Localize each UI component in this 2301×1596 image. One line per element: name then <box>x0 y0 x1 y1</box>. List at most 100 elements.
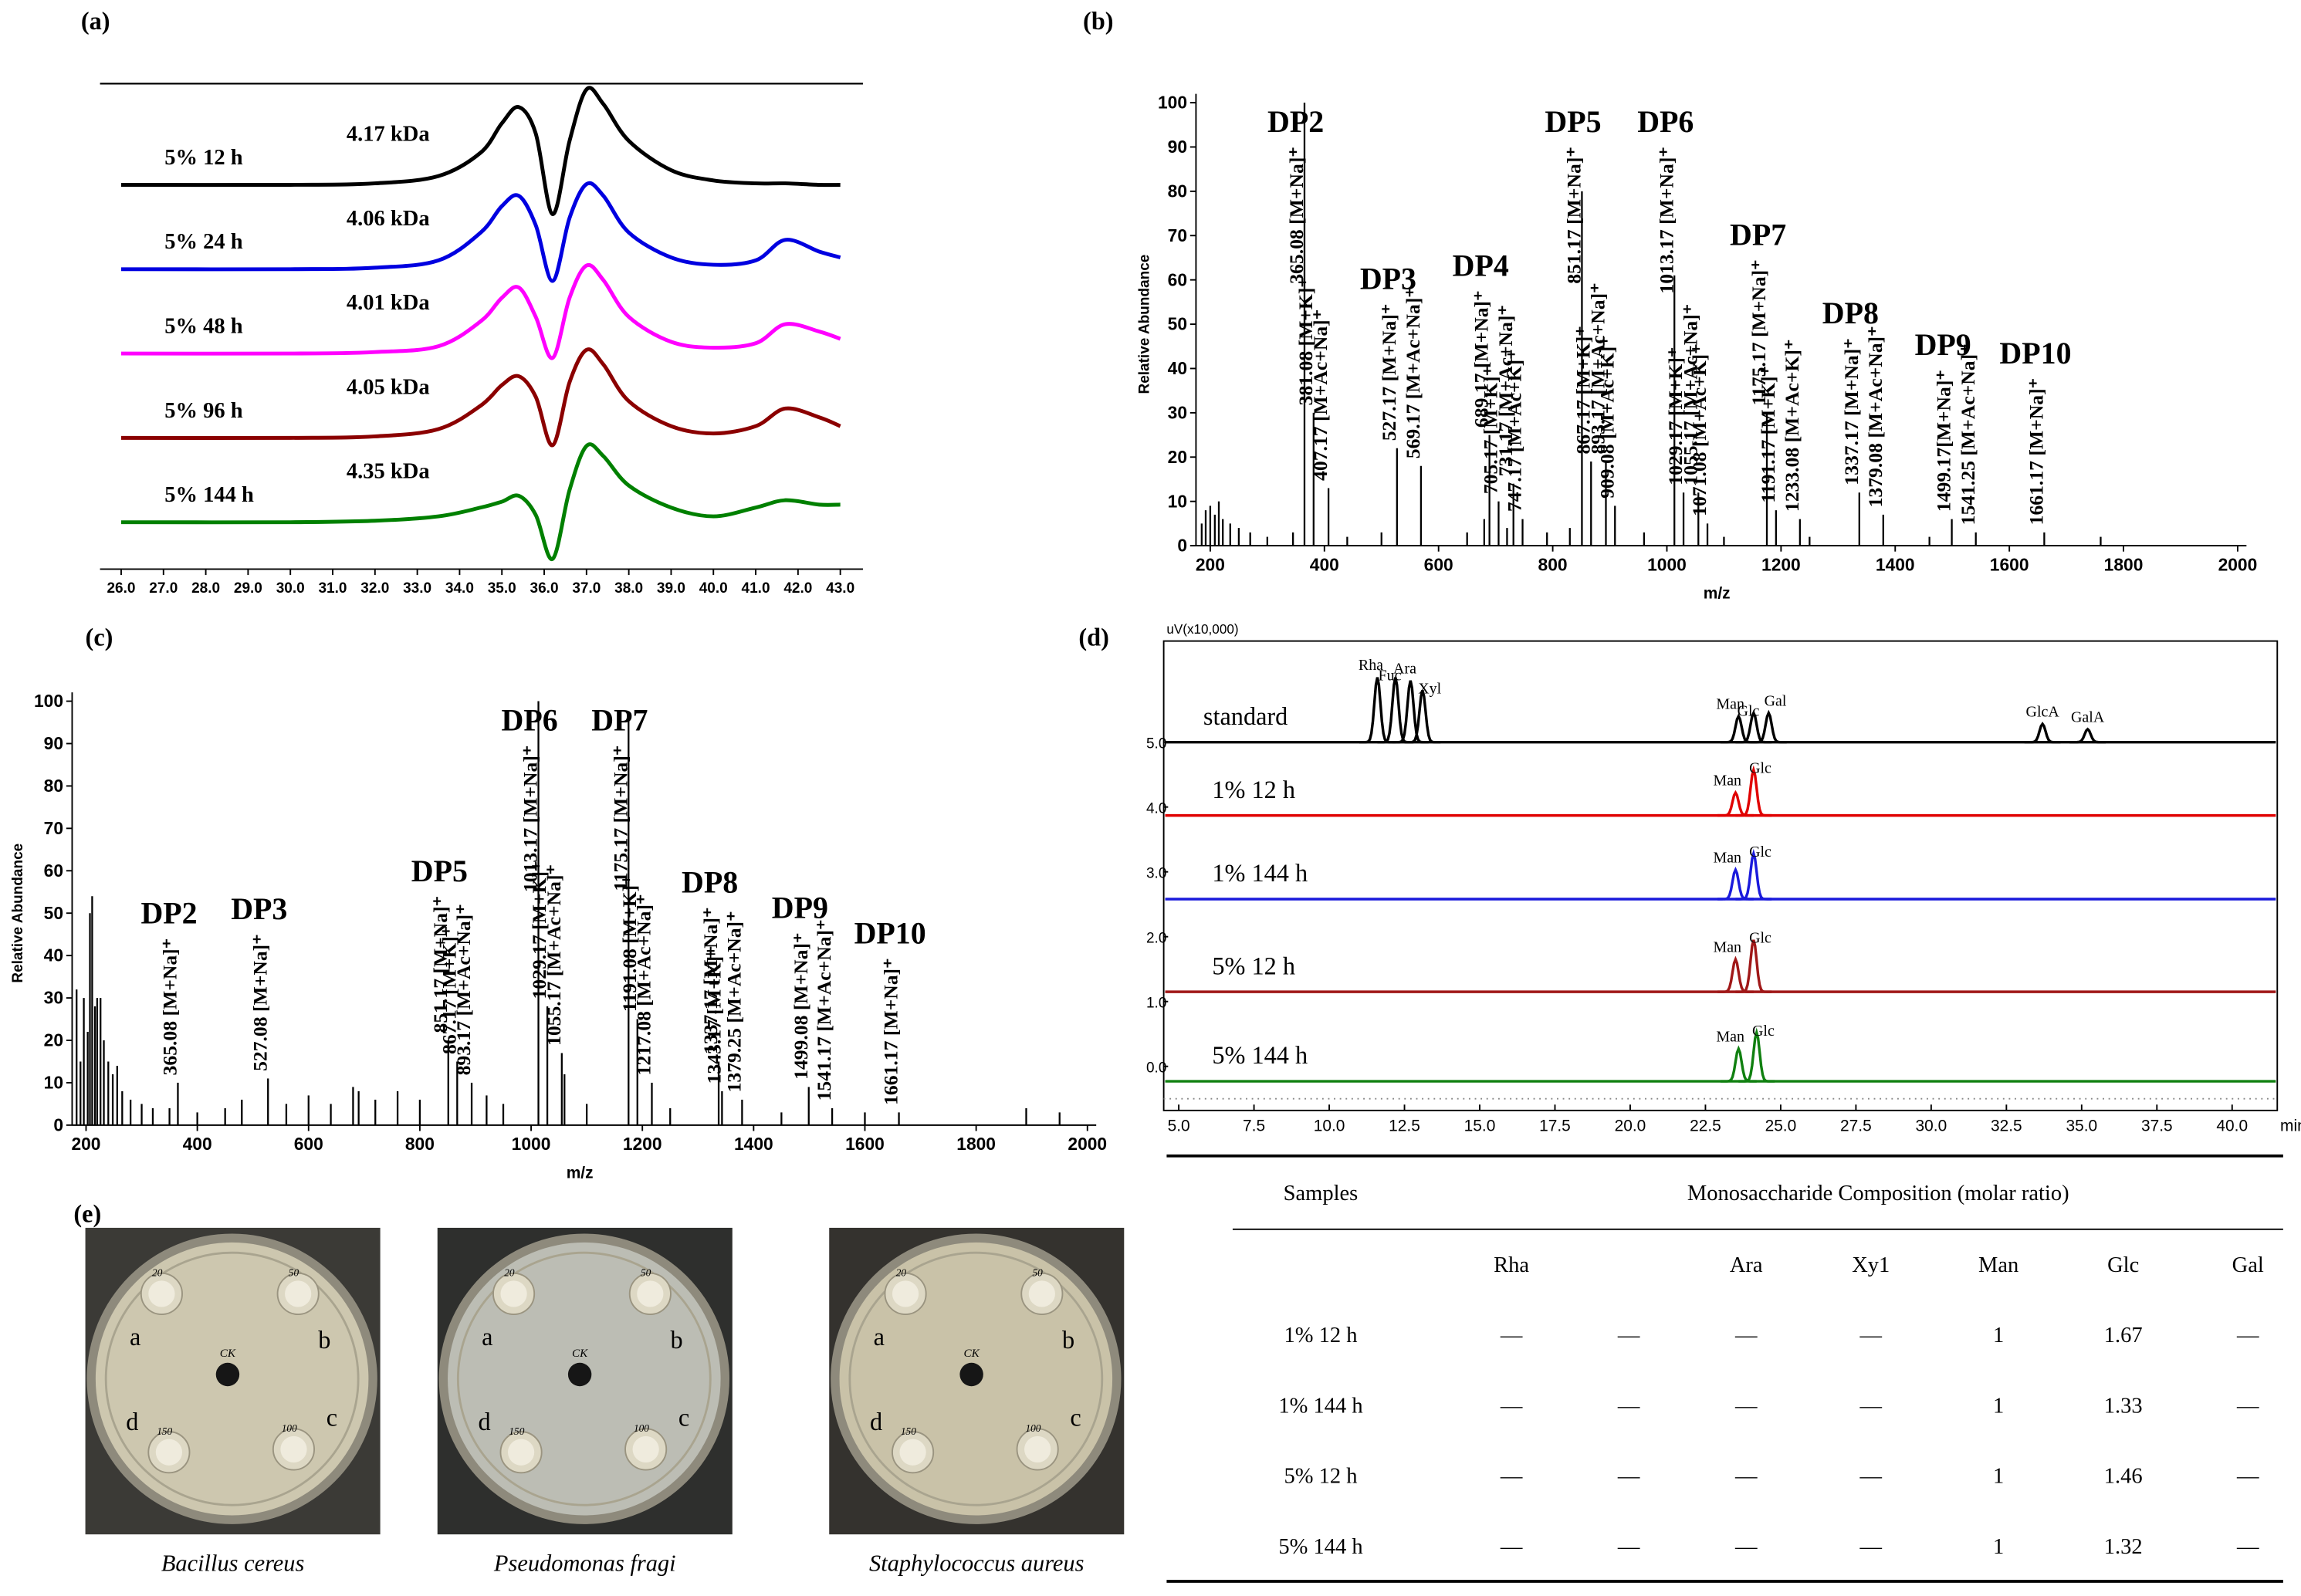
x-tick-label: 35.0 <box>2066 1117 2097 1134</box>
well-label: b <box>1062 1326 1074 1354</box>
x-tick-label: 1600 <box>1990 554 2029 574</box>
dish-inner <box>848 1251 1104 1506</box>
dp-label: DP5 <box>1545 104 1601 139</box>
table-cell: — <box>1734 1394 1758 1418</box>
table-cell: — <box>1734 1324 1758 1347</box>
x-tick-label: 36.0 <box>530 580 559 597</box>
peak-label: Man <box>1713 939 1741 956</box>
peak-label: Glc <box>1752 1023 1775 1040</box>
peak <box>1717 790 1754 817</box>
annotation: 4.05 kDa <box>347 375 430 399</box>
peak-label: GalA <box>2071 708 2105 725</box>
peak-label: 1661.17 [M+Na]⁺ <box>2025 378 2047 526</box>
column-header: Man <box>1978 1253 2018 1277</box>
peak-label: 1661.17 [M+Na]⁺ <box>880 958 902 1105</box>
peak-label: 569.17 [M+Ac+Na]⁺ <box>1402 287 1424 458</box>
dp-label: DP9 <box>772 890 828 925</box>
table-cell: 1.33 <box>2104 1394 2143 1418</box>
x-tick-label: 32.0 <box>360 580 389 597</box>
x-tick-label: 38.0 <box>614 580 643 597</box>
dish-inner <box>104 1251 360 1506</box>
y-tick-label: 60 <box>1168 269 1187 289</box>
handwritten-mark: 100 <box>634 1422 649 1434</box>
x-tick-label: 2000 <box>2218 554 2258 574</box>
x-axis-label: min <box>2280 1117 2301 1134</box>
y-tick-label: 30 <box>44 988 63 1008</box>
y-axis-label: Relative Abundance <box>1137 255 1153 394</box>
row-label: 5% 12 h <box>1284 1465 1357 1489</box>
x-tick-label: 30.0 <box>276 580 305 597</box>
trace <box>120 181 841 283</box>
peak-label: 1343.17 [M+K]⁺ <box>702 945 725 1084</box>
x-tick-label: 41.0 <box>742 580 770 597</box>
peak-label: 747.17 [M+Ac+K]⁺ <box>1504 349 1526 512</box>
y-tick-label: 90 <box>44 733 63 753</box>
well <box>892 1280 919 1307</box>
y-tick-label: 4.0 <box>1146 800 1166 817</box>
y-tick-label: 1.0 <box>1146 995 1166 1011</box>
x-tick-label: 26.0 <box>107 580 135 597</box>
peak-label: 365.08 [M+Na]⁺ <box>1285 147 1308 284</box>
peak-label: Man <box>1716 1029 1744 1046</box>
peak-label: 527.08 [M+Na]⁺ <box>249 934 271 1071</box>
table-cell: — <box>1859 1324 1883 1347</box>
well-label: c <box>678 1404 689 1432</box>
table-cell: 1 <box>1993 1394 2004 1418</box>
x-tick-label: 17.5 <box>1539 1117 1571 1134</box>
x-tick-label: 33.0 <box>403 580 431 597</box>
peak-label: 851.17 [M+Na]⁺ <box>1563 147 1585 284</box>
y-axis-label: Relative Abundance <box>10 844 26 983</box>
peak <box>1735 848 1772 901</box>
x-tick-label: 1400 <box>734 1134 773 1154</box>
photo-caption: Pseudomonas fragi <box>493 1550 676 1577</box>
y-tick-label: 0 <box>1177 536 1187 556</box>
peak <box>1720 1045 1757 1083</box>
peak-label: 893.17 [M+Ac+Na]⁺ <box>452 904 475 1075</box>
table-cell: — <box>2236 1535 2259 1559</box>
row-label: 1% 12 h <box>1284 1324 1357 1347</box>
y-tick-label: 10 <box>1168 491 1187 511</box>
series-label: 5% 96 h <box>164 399 243 423</box>
x-tick-label: 12.5 <box>1389 1117 1420 1134</box>
x-axis-label: m/z <box>1704 585 1731 603</box>
x-tick-label: 1400 <box>1876 554 1915 574</box>
x-tick-label: 5.0 <box>1168 1117 1190 1134</box>
well <box>899 1439 926 1466</box>
y-tick-label: 2.0 <box>1146 930 1166 946</box>
table-cell: — <box>1617 1535 1640 1559</box>
trace <box>120 86 841 216</box>
well-label: b <box>318 1326 330 1354</box>
x-tick-label: 40.0 <box>2216 1117 2248 1134</box>
handwritten-mark: CK <box>963 1347 980 1360</box>
handwritten-mark: 150 <box>157 1425 172 1437</box>
well-label: c <box>1070 1404 1081 1432</box>
peak <box>1735 765 1772 817</box>
x-axis-label: m/z <box>567 1164 594 1182</box>
well <box>507 1439 535 1466</box>
plot-frame <box>1162 640 2279 1111</box>
column-header: Glc <box>2107 1253 2139 1277</box>
peak-label: 1175.17 [M+Na]⁺ <box>1748 259 1770 405</box>
dp-label: DP4 <box>1453 248 1509 282</box>
panel-label: (c) <box>86 623 113 651</box>
handwritten-mark: 50 <box>641 1267 651 1279</box>
peak-label: 1013.17 [M+Na]⁺ <box>519 746 542 893</box>
peak <box>1738 1027 1775 1083</box>
handwritten-mark: CK <box>572 1347 588 1360</box>
table-header: Monosaccharide Composition (molar ratio) <box>1687 1182 2069 1205</box>
well <box>632 1435 659 1463</box>
series-label: 1% 12 h <box>1212 776 1295 803</box>
well <box>148 1280 175 1307</box>
row-label: 5% 144 h <box>1278 1535 1362 1559</box>
table-cell: — <box>1859 1465 1883 1489</box>
well-label: d <box>126 1408 138 1435</box>
x-tick-label: 800 <box>405 1134 435 1154</box>
y-tick-label: 90 <box>1168 137 1187 157</box>
x-tick-label: 34.0 <box>445 580 474 597</box>
y-tick-label: 60 <box>44 861 63 881</box>
x-tick-label: 28.0 <box>191 580 220 597</box>
peak-label: Glc <box>1749 930 1771 947</box>
x-tick-label: 43.0 <box>826 580 854 597</box>
peak-label: 407.17 [M+Ac+Na]⁺ <box>1309 309 1332 481</box>
